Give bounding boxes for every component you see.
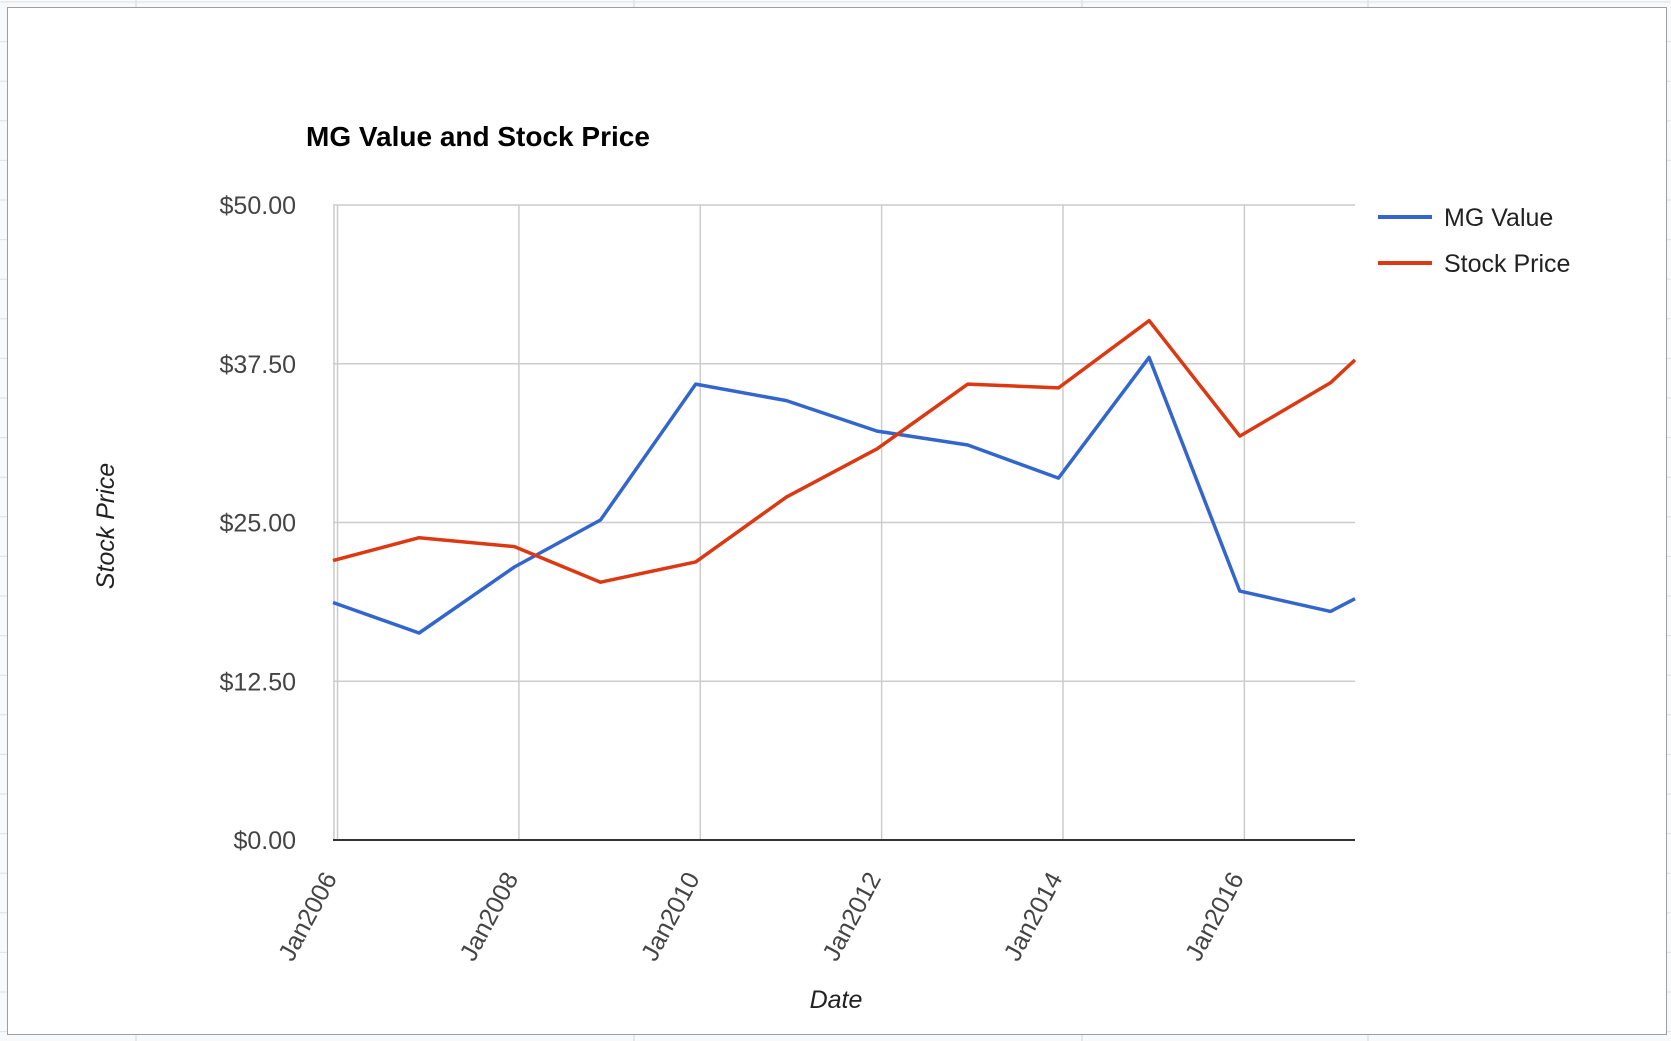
chart-container[interactable]: MG Value and Stock Price $0.00 $12.50 $25.…	[7, 7, 1667, 1035]
x-axis-title: Date	[810, 986, 863, 1014]
x-tick-label: Jan2010	[636, 868, 706, 966]
legend-item[interactable]: MG Value	[1378, 204, 1553, 232]
y-tick-label: $12.50	[220, 668, 296, 696]
legend-item[interactable]: Stock Price	[1378, 250, 1570, 278]
line-chart: MG Value and Stock Price $0.00 $12.50 $25.…	[92, 121, 1570, 1014]
y-tick-label: $37.50	[220, 351, 296, 379]
x-tick-label: Jan2014	[999, 868, 1069, 966]
y-tick-label: $50.00	[220, 192, 296, 220]
x-tick-label: Jan2016	[1180, 868, 1250, 966]
y-tick-label: $0.00	[233, 827, 296, 855]
gridlines	[333, 204, 1355, 841]
legend-label: MG Value	[1444, 204, 1553, 232]
x-tick-label: Jan2008	[454, 868, 524, 966]
series-line-stock-price[interactable]	[332, 318, 1357, 584]
legend: MG Value Stock Price	[1378, 204, 1570, 278]
y-tick-label: $25.00	[220, 510, 296, 538]
series-line-mg-value[interactable]	[332, 355, 1356, 635]
x-tick-label: Jan2006	[273, 868, 343, 966]
x-axis-ticks: Jan2006 Jan2008 Jan2010 Jan2012 Jan2014 Jan20…	[273, 868, 1250, 966]
legend-label: Stock Price	[1444, 250, 1570, 278]
chart-title: MG Value and Stock Price	[306, 121, 650, 152]
y-axis-ticks: $0.00 $12.50 $25.00 $37.50 $50.00	[220, 192, 296, 855]
x-tick-label: Jan2012	[817, 868, 887, 966]
y-axis-title: Stock Price	[92, 463, 120, 589]
series-lines	[332, 318, 1357, 635]
